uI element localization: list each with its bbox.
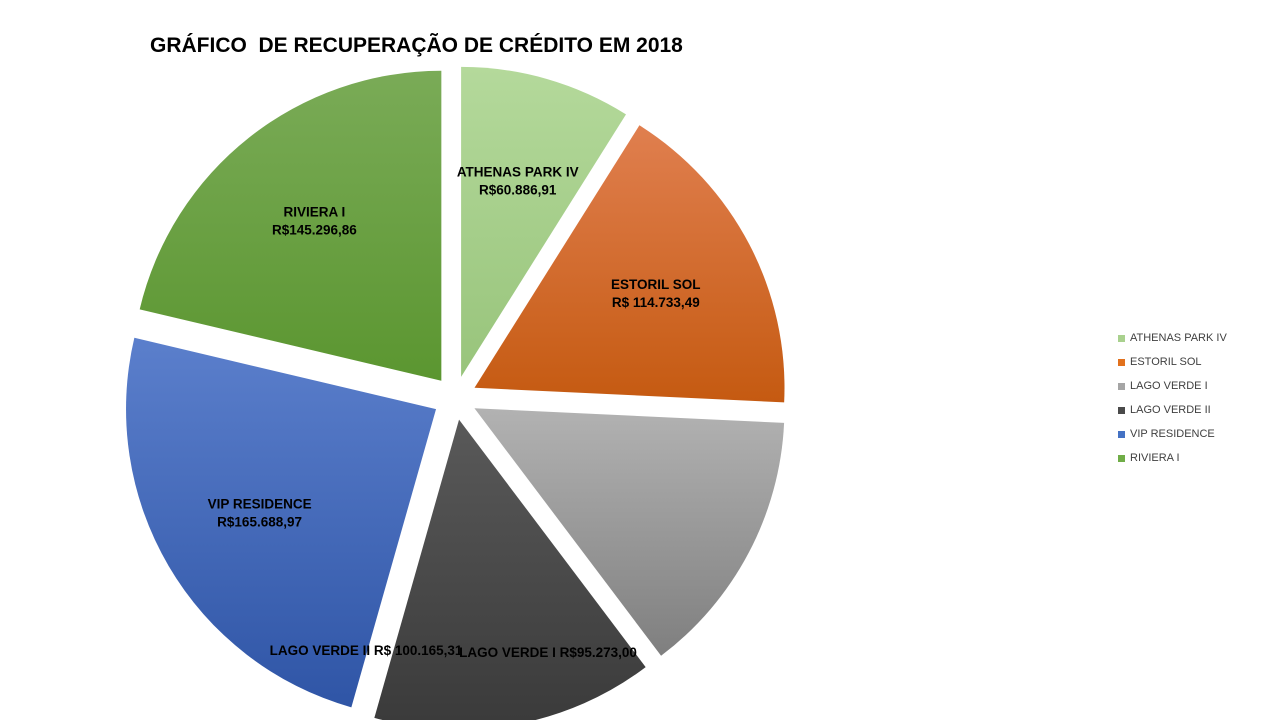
pie-slices [126, 67, 784, 720]
legend-swatch [1118, 383, 1125, 390]
legend-label: LAGO VERDE II [1130, 404, 1211, 416]
legend-swatch [1118, 407, 1125, 414]
legend-item-athenas-park-iv: ATHENAS PARK IV [1118, 326, 1227, 350]
legend-swatch [1118, 335, 1125, 342]
legend-label: LAGO VERDE I [1130, 380, 1208, 392]
legend-item-riviera-i: RIVIERA I [1118, 446, 1227, 470]
legend-swatch [1118, 431, 1125, 438]
legend-item-estoril-sol: ESTORIL SOL [1118, 350, 1227, 374]
slice-label-lago-verde-ii: LAGO VERDE II R$ 100.165,31 [270, 643, 463, 658]
legend-item-lago-verde-i: LAGO VERDE I [1118, 374, 1227, 398]
legend-label: ESTORIL SOL [1130, 356, 1202, 368]
legend-label: ATHENAS PARK IV [1130, 332, 1227, 344]
legend-swatch [1118, 455, 1125, 462]
legend-item-vip-residence: VIP RESIDENCE [1118, 422, 1227, 446]
legend-label: RIVIERA I [1130, 452, 1180, 464]
legend-swatch [1118, 359, 1125, 366]
slice-label-lago-verde-i: LAGO VERDE I R$95.273,00 [459, 645, 637, 660]
legend-item-lago-verde-ii: LAGO VERDE II [1118, 398, 1227, 422]
legend-label: VIP RESIDENCE [1130, 428, 1215, 440]
chart-legend: ATHENAS PARK IV ESTORIL SOL LAGO VERDE I LA… [1118, 326, 1227, 470]
